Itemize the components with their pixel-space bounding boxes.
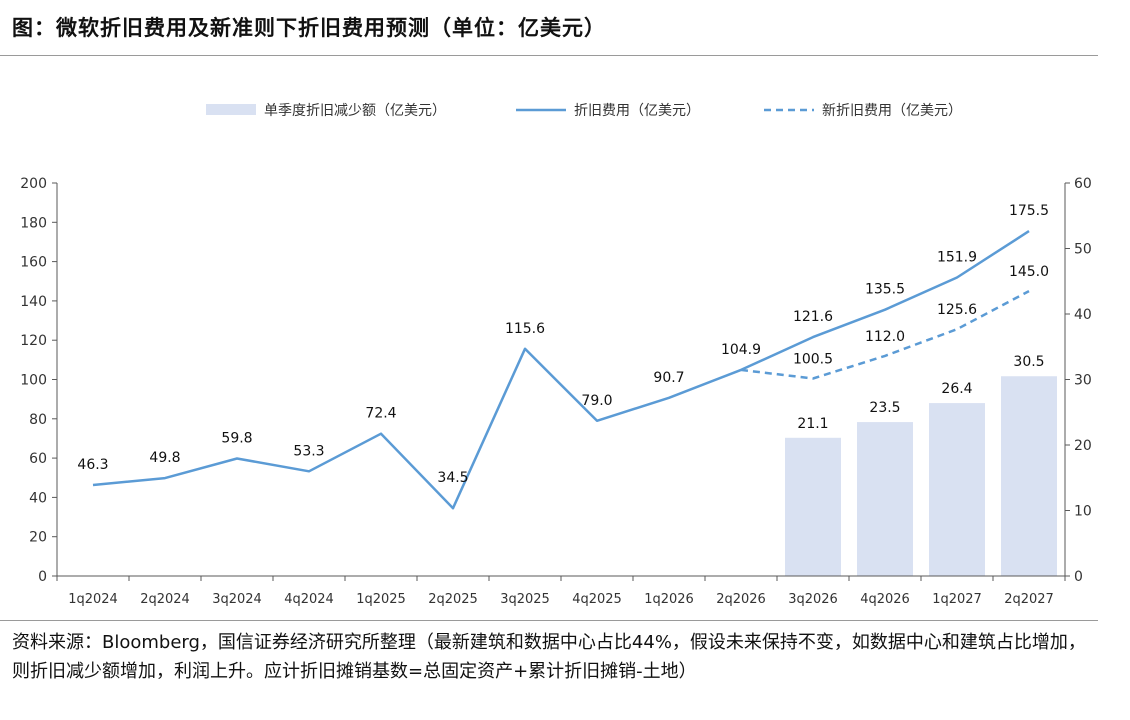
- y-right-tick-label: 20: [1074, 438, 1092, 454]
- line-label-2q2027: 175.5: [1009, 203, 1049, 219]
- line-label-4q2024: 53.3: [293, 443, 324, 459]
- bar-label-1q2027: 26.4: [941, 381, 972, 397]
- legend-item-dashed-line: 新折旧费用（亿美元）: [764, 103, 962, 119]
- line-label-1q2027: 151.9: [937, 250, 977, 266]
- x-tick-label: 1q2027: [932, 592, 982, 607]
- legend-bar-label: 单季度折旧减少额（亿美元）: [264, 103, 446, 119]
- source-note: 资料来源：Bloomberg，国信证券经济研究所整理（最新建筑和数据中心占比44…: [12, 632, 1086, 682]
- y-right-tick-label: 30: [1074, 373, 1092, 389]
- y-left-tick-label: 40: [29, 490, 47, 506]
- legend: 单季度折旧减少额（亿美元） 折旧费用（亿美元） 新折旧费用（亿美元）: [206, 103, 962, 119]
- line-label-2q2026: 104.9: [721, 342, 761, 358]
- y-left-tick-label: 80: [29, 412, 47, 428]
- y-right-tick-label: 60: [1074, 176, 1092, 192]
- x-tick-label: 4q2024: [284, 592, 334, 607]
- depreciation-chart: 0 20 40 60 80 100 120 140 160 180 200 0 10 20 30 40 50 60…: [20, 103, 1092, 607]
- y-left-tick-label: 200: [20, 176, 47, 192]
- line-label-4q2025: 79.0: [581, 393, 612, 409]
- bar-series: [785, 376, 1057, 576]
- dashed-label-3q2026: 100.5: [793, 352, 833, 368]
- legend-item-bar: 单季度折旧减少额（亿美元）: [206, 103, 446, 119]
- top-divider: [0, 55, 1098, 56]
- y-left-tick-label: 100: [20, 373, 47, 389]
- y-left-tick-label: 160: [20, 255, 47, 271]
- y-left-tick-label: 120: [20, 333, 47, 349]
- legend-bar-swatch: [206, 104, 256, 115]
- bar-3q2026: [785, 437, 841, 576]
- y-right-tick-label: 50: [1074, 242, 1092, 258]
- y-right-tick-label: 40: [1074, 307, 1092, 323]
- x-tick-label: 1q2025: [356, 592, 406, 607]
- data-labels: 46.3 49.8 59.8 53.3 72.4 34.5 115.6 79.0 90.7 104…: [77, 203, 1049, 486]
- bar-1q2027: [929, 403, 985, 576]
- bar-4q2026: [857, 422, 913, 576]
- x-tick-label: 3q2026: [788, 592, 838, 607]
- line-label-4q2026: 135.5: [865, 282, 905, 298]
- line-label-2q2024: 49.8: [149, 450, 180, 466]
- y-right-tick-label: 0: [1074, 569, 1083, 585]
- dashed-label-1q2027: 125.6: [937, 302, 977, 318]
- line-label-3q2024: 59.8: [221, 430, 252, 446]
- bar-label-2q2027: 30.5: [1013, 354, 1044, 370]
- line-label-1q2026: 90.7: [653, 370, 684, 386]
- x-tick-label: 2q2024: [140, 592, 190, 607]
- legend-item-line: 折旧费用（亿美元）: [516, 103, 700, 119]
- bar-label-4q2026: 23.5: [869, 400, 900, 416]
- x-tick-label: 2q2027: [1004, 592, 1054, 607]
- y-left-tick-label: 180: [20, 215, 47, 231]
- bottom-divider: [0, 620, 1098, 621]
- y-right-tick-label: 10: [1074, 504, 1092, 520]
- line-label-1q2025: 72.4: [365, 406, 396, 422]
- bar-label-3q2026: 21.1: [797, 416, 828, 432]
- line-label-3q2026: 121.6: [793, 309, 833, 325]
- line-label-2q2025: 34.5: [437, 470, 468, 486]
- legend-dashed-line-label: 新折旧费用（亿美元）: [822, 103, 962, 119]
- y-left-tick-label: 140: [20, 294, 47, 310]
- line-label-1q2024: 46.3: [77, 457, 108, 473]
- x-tick-label: 4q2025: [572, 592, 622, 607]
- y-left-tick-label: 0: [38, 569, 47, 585]
- x-tick-label: 3q2025: [500, 592, 550, 607]
- figure-title: 图：微软折旧费用及新准则下折旧费用预测（单位：亿美元）: [12, 16, 606, 40]
- depreciation-line: [92, 230, 1030, 510]
- dashed-label-2q2027: 145.0: [1009, 264, 1049, 280]
- line-label-3q2025: 115.6: [505, 321, 545, 337]
- y-left-tick-label: 60: [29, 451, 47, 467]
- bar-2q2027: [1001, 376, 1057, 576]
- y-left-tick-label: 20: [29, 530, 47, 546]
- x-tick-label: 1q2024: [68, 592, 118, 607]
- legend-line-label: 折旧费用（亿美元）: [574, 103, 700, 119]
- new-depreciation-line: [740, 289, 1030, 380]
- dashed-label-4q2026: 112.0: [865, 329, 905, 345]
- x-tick-label: 4q2026: [860, 592, 910, 607]
- axes: 0 20 40 60 80 100 120 140 160 180 200 0 10 20 30 40 50 60…: [20, 176, 1092, 607]
- x-tick-label: 2q2025: [428, 592, 478, 607]
- line-series: [92, 230, 1030, 510]
- x-tick-label: 2q2026: [716, 592, 766, 607]
- x-tick-label: 1q2026: [644, 592, 694, 607]
- x-tick-label: 3q2024: [212, 592, 262, 607]
